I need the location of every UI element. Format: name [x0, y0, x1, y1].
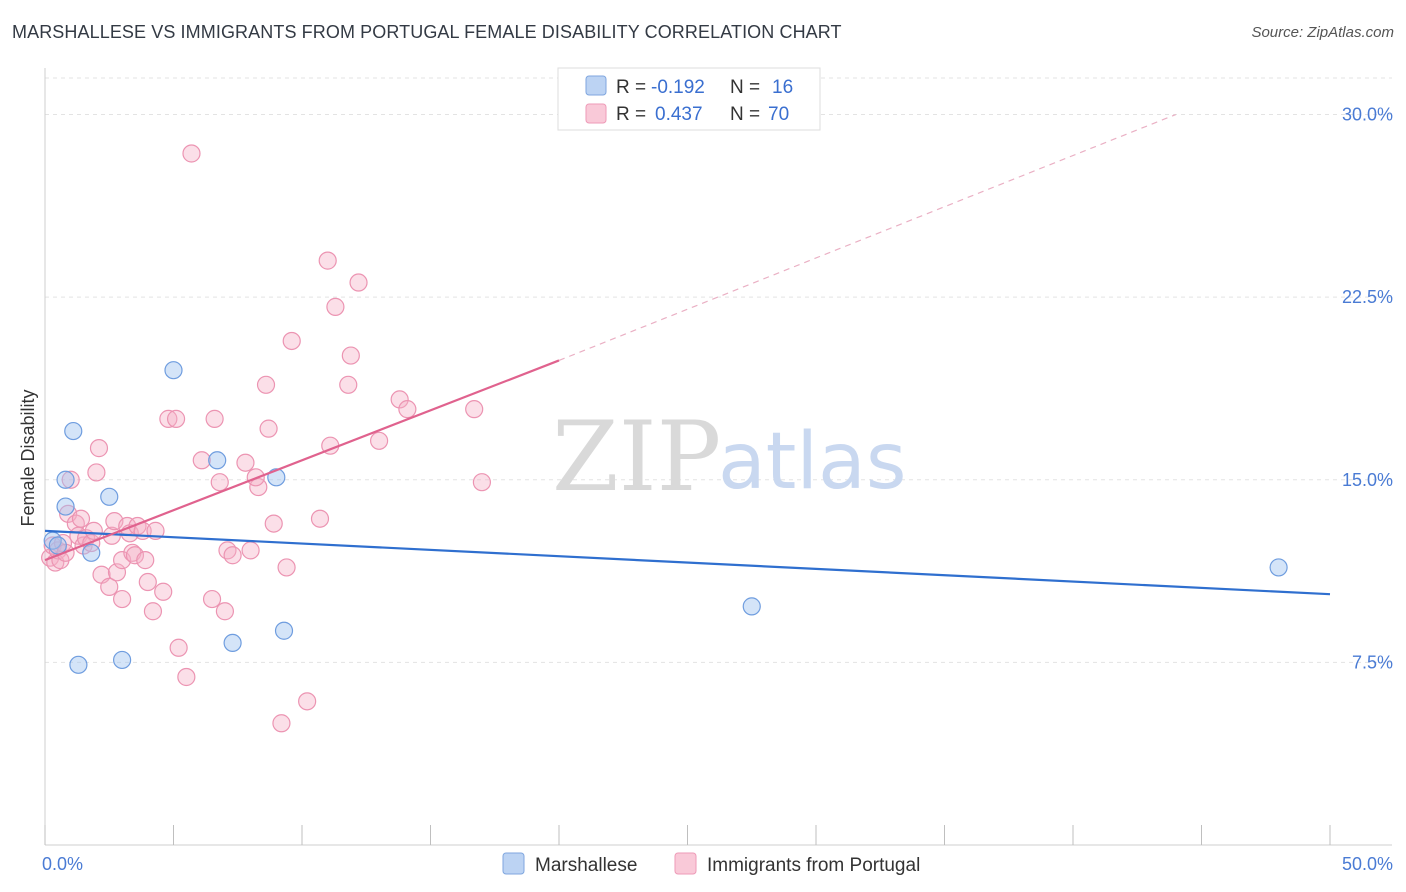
legend-label-portugal: Immigrants from Portugal	[707, 855, 920, 876]
grid	[45, 77, 1392, 663]
point-portugal	[390, 390, 409, 409]
point-portugal	[143, 602, 163, 621]
point-portugal	[182, 144, 201, 163]
point-portugal	[202, 589, 222, 609]
point-marshallese	[82, 543, 101, 562]
point-portugal	[472, 473, 491, 492]
point-portugal	[259, 419, 278, 438]
point-portugal	[87, 463, 106, 482]
point-portugal	[465, 400, 484, 419]
point-portugal	[100, 577, 119, 596]
legend-r-label: R =	[616, 104, 646, 125]
point-marshallese	[164, 361, 183, 380]
trend-extension-portugal	[558, 113, 1177, 362]
point-portugal	[236, 453, 255, 472]
y-tick-label: 22.5%	[1342, 287, 1393, 307]
trend-line-portugal	[44, 359, 560, 562]
legend-swatch-marshallese	[502, 852, 525, 875]
point-marshallese	[100, 487, 119, 506]
y-axis-label: Female Disability	[18, 389, 38, 526]
point-portugal	[339, 375, 358, 394]
point-portugal	[112, 589, 132, 609]
watermark-zip: ZIP	[552, 401, 721, 513]
point-marshallese	[69, 655, 88, 674]
watermark: ZIP atlas	[552, 401, 907, 513]
data-points	[41, 144, 1288, 733]
point-portugal	[349, 273, 368, 292]
legend-label-marshallese: Marshallese	[535, 855, 637, 876]
point-portugal	[71, 509, 91, 528]
point-portugal	[341, 346, 360, 365]
point-portugal	[61, 470, 80, 489]
point-portugal	[125, 546, 145, 565]
legend-swatch-marshallese	[585, 75, 607, 96]
legend-r-value: 0.437	[655, 104, 703, 125]
point-portugal	[310, 509, 330, 528]
point-portugal	[159, 409, 178, 428]
x-tick-label: 0.0%	[42, 854, 83, 874]
point-portugal	[138, 572, 157, 592]
point-portugal	[282, 331, 301, 351]
point-portugal	[215, 602, 234, 621]
point-portugal	[398, 400, 417, 419]
point-marshallese	[56, 497, 75, 516]
point-marshallese	[48, 536, 67, 555]
legend-n-value: 16	[772, 77, 793, 98]
point-portugal	[205, 409, 224, 428]
legend-swatch-portugal	[674, 852, 697, 875]
point-marshallese	[56, 470, 75, 489]
legend-r-value: -0.192	[651, 77, 705, 98]
point-portugal	[370, 431, 389, 450]
axes	[44, 68, 1392, 846]
legend-n-label: N =	[730, 104, 760, 125]
legend-r-label: R =	[616, 77, 646, 98]
series-legend: Marshallese Immigrants from Portugal	[502, 852, 920, 876]
point-portugal	[241, 541, 260, 560]
point-portugal	[326, 297, 345, 316]
point-portugal	[154, 582, 173, 601]
legend-n-value: 70	[768, 104, 789, 125]
point-portugal	[210, 473, 229, 492]
source-credit: Source: ZipAtlas.com	[1251, 24, 1394, 41]
trend-lines	[44, 113, 1331, 596]
point-portugal	[256, 375, 276, 394]
stats-legend: R = -0.192 N = 16 R = 0.437 N = 70	[557, 67, 821, 131]
point-marshallese	[742, 597, 761, 616]
point-portugal	[136, 551, 155, 570]
point-portugal	[277, 558, 296, 577]
point-portugal	[223, 546, 242, 565]
point-marshallese	[274, 621, 294, 640]
point-portugal	[84, 521, 103, 540]
x-tick-label: 50.0%	[1342, 854, 1393, 874]
point-portugal	[177, 667, 196, 687]
point-portugal	[318, 251, 337, 270]
y-tick-label: 7.5%	[1352, 652, 1393, 672]
point-portugal	[218, 541, 237, 560]
point-portugal	[272, 714, 291, 733]
point-marshallese	[64, 421, 83, 441]
watermark-atlas: atlas	[718, 417, 907, 507]
x-tick-labels: 0.0% 50.0%	[42, 854, 1393, 874]
point-portugal	[166, 409, 186, 428]
point-marshallese	[112, 650, 132, 670]
point-portugal	[264, 514, 283, 533]
y-tick-label: 15.0%	[1342, 470, 1393, 490]
point-portugal	[89, 439, 109, 458]
trend-line-marshallese	[44, 529, 1331, 596]
point-portugal	[192, 451, 211, 470]
y-tick-labels: 7.5% 15.0% 22.5% 30.0%	[1342, 105, 1393, 673]
legend-swatch-portugal	[585, 103, 607, 124]
point-marshallese	[1269, 558, 1288, 577]
y-tick-label: 30.0%	[1342, 105, 1393, 125]
legend-n-label: N =	[730, 77, 760, 98]
point-marshallese	[223, 633, 242, 653]
point-marshallese	[208, 451, 227, 470]
point-portugal	[298, 692, 317, 711]
chart-title: MARSHALLESE VS IMMIGRANTS FROM PORTUGAL …	[12, 22, 842, 42]
point-portugal	[169, 638, 188, 657]
